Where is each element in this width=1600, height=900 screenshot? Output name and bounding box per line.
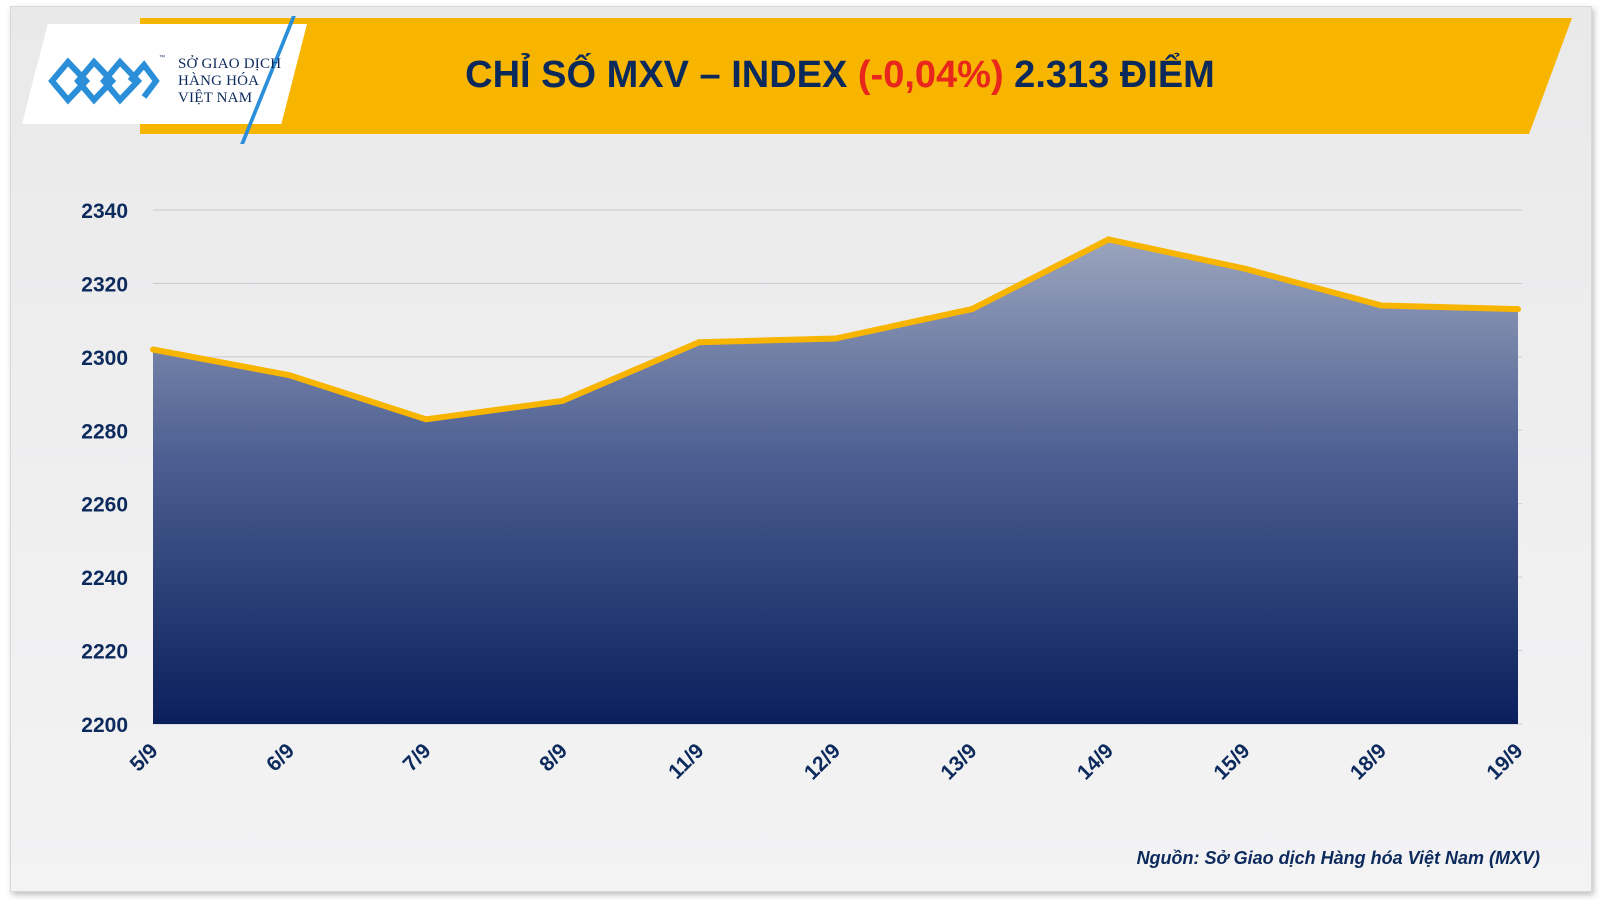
data-point [696,339,702,346]
x-tick-label: 14/9 [1073,739,1118,784]
y-tick-label: 2340 [81,200,128,223]
source-note: Nguồn: Sở Giao dịch Hàng hóa Việt Nam (M… [1136,848,1540,868]
y-tick-label: 2200 [81,714,128,737]
mxv-logo-icon [48,57,160,105]
x-tick-label: 13/9 [936,739,981,784]
x-tick-label: 12/9 [800,739,845,784]
data-point [1515,306,1521,313]
x-tick-label: 6/9 [262,739,299,776]
y-tick-label: 2240 [81,567,128,590]
title-banner [140,18,1572,134]
logo-text: SỞ GIAO DỊCH HÀNG HÓA VIỆT NAM [178,56,281,107]
chart-title: CHỈ SỐ MXV – INDEX (-0,04%) 2.313 ĐIỂM [140,54,1540,97]
x-tick-label: 18/9 [1346,739,1391,784]
x-tick-label: 15/9 [1209,739,1254,784]
logo-card [22,24,307,124]
logo-line-2: HÀNG HÓA [178,73,260,89]
data-point [559,397,566,404]
title-change: (-0,04%) [857,54,1004,96]
x-tick-label: 5/9 [126,739,163,776]
data-point [969,306,975,313]
logo-line-3: VIỆT NAM [178,90,253,106]
title-suffix: 2.313 ĐIỂM [1003,54,1215,96]
logo-trademark: ™ [159,55,165,61]
area-fill [153,239,1518,724]
data-point [1378,302,1385,309]
x-tick-label: 8/9 [535,739,572,776]
x-tick-label: 7/9 [399,739,436,776]
data-point [423,416,429,423]
x-tick-label: 11/9 [664,739,708,783]
logo-line-1: SỞ GIAO DỊCH [178,56,282,72]
y-tick-label: 2220 [81,641,128,664]
y-tick-label: 2320 [81,273,128,296]
data-point [1242,265,1248,272]
data-point [1105,236,1112,243]
y-tick-label: 2280 [81,420,128,443]
x-tick-label: 19/9 [1482,739,1527,784]
y-tick-label: 2260 [81,494,128,517]
data-point [150,346,156,353]
title-prefix: CHỈ SỐ MXV – INDEX [465,54,858,96]
data-point [286,372,293,379]
data-point [832,335,839,342]
y-tick-label: 2300 [81,347,128,370]
